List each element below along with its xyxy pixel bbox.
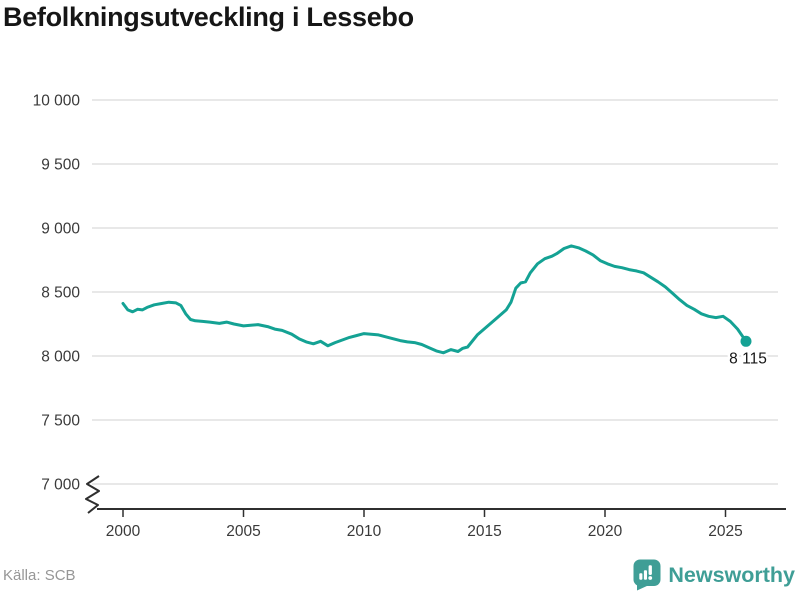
y-tick-label: 9 000 <box>41 221 80 238</box>
x-tick-label: 2015 <box>467 523 501 540</box>
y-tick-label: 8 500 <box>41 285 80 302</box>
source-text: Källa: SCB <box>3 567 76 584</box>
end-dot <box>740 335 752 347</box>
y-tick-label: 7 500 <box>41 413 80 430</box>
x-tick-label: 2000 <box>106 523 141 540</box>
y-tick-label: 9 500 <box>41 157 80 174</box>
newsworthy-logo[interactable]: Newsworthy <box>633 559 795 591</box>
page-title: Befolkningsutveckling i Lessebo <box>3 2 414 32</box>
y-tick-label: 7 000 <box>41 477 80 494</box>
axis-break-icon <box>85 475 100 514</box>
newsworthy-icon <box>633 559 661 591</box>
x-tick-label: 2010 <box>347 523 382 540</box>
x-tick-label: 2005 <box>226 523 260 540</box>
y-tick-label: 8 000 <box>41 349 80 366</box>
population-line <box>121 244 748 355</box>
y-tick-label: 10 000 <box>33 93 81 110</box>
x-tick-label: 2020 <box>588 523 623 540</box>
end-value-label: 8 115 <box>729 350 767 367</box>
newsworthy-wordmark: Newsworthy <box>668 562 795 587</box>
x-tick-label: 2025 <box>708 523 742 540</box>
